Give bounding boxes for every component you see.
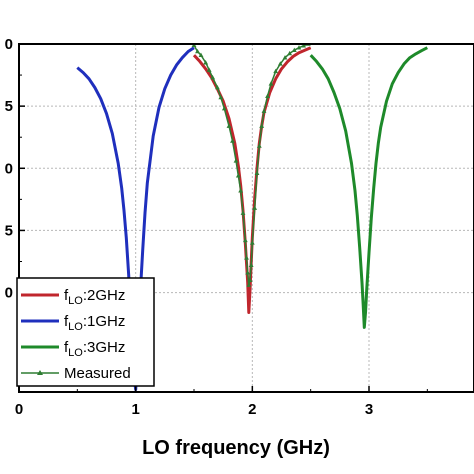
measured-point [218, 94, 224, 100]
measured-point [265, 93, 270, 98]
x-axis-title: LO frequency (GHz) [142, 437, 330, 459]
y-tick-label: 0 [5, 285, 13, 302]
y-tick-label: 0 [5, 160, 13, 177]
measured-point [254, 170, 260, 176]
series-line-2 [309, 46, 428, 329]
legend-marker [37, 370, 43, 375]
axis-ticks: 0 1 2 3 0 5 0 5 0 [5, 36, 428, 418]
legend: fLO:2GHz fLO:1GHz fLO:3GHz Measured [16, 277, 155, 387]
y-tick-label: 5 [5, 98, 13, 115]
measured-point [273, 68, 279, 74]
measured-point [238, 188, 244, 193]
measured-point [210, 74, 216, 80]
measured-point [230, 138, 235, 143]
measured-point [301, 44, 307, 48]
x-tick-label: 0 [15, 401, 23, 418]
measured-point [226, 123, 232, 128]
measured-point [252, 205, 258, 210]
measured-point [242, 237, 248, 243]
measured-point [268, 81, 274, 86]
measured-point [198, 52, 204, 57]
x-tick-label: 2 [248, 401, 256, 418]
measured-point [233, 158, 239, 163]
y-tick-label: 0 [5, 36, 13, 53]
measured-point [277, 61, 283, 66]
legend-label-0: fLO:2GHz [64, 287, 125, 307]
legend-label-3: Measured [64, 365, 131, 382]
measured-point [248, 262, 254, 268]
measured-point [246, 282, 252, 287]
measured-point [296, 45, 302, 50]
plot-frame [18, 43, 474, 393]
x-tick-label: 3 [365, 401, 373, 418]
measured-point [259, 123, 265, 128]
measured-point [206, 67, 212, 72]
measured-point [249, 240, 255, 245]
y-tick-label: 5 [5, 222, 13, 239]
measured-point [247, 277, 253, 282]
measured-point [203, 60, 209, 65]
measured-point [287, 50, 293, 56]
measured-point [221, 106, 227, 111]
measured-point [245, 270, 251, 275]
measured-point [282, 55, 288, 60]
x-tick-label: 1 [131, 401, 139, 418]
measured-point [256, 143, 262, 148]
legend-label-1: fLO:1GHz [64, 313, 125, 333]
measured-point [235, 173, 241, 178]
measured-point [291, 47, 297, 53]
measured-point [191, 44, 197, 48]
measured-point [195, 48, 200, 54]
measured-point [214, 84, 220, 90]
legend-label-2: fLO:3GHz [64, 339, 125, 359]
measured-point [261, 108, 267, 113]
measured-point [244, 255, 249, 260]
measured-point [240, 210, 246, 215]
